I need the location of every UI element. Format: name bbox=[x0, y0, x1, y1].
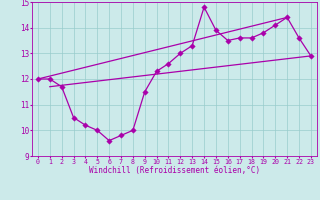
X-axis label: Windchill (Refroidissement éolien,°C): Windchill (Refroidissement éolien,°C) bbox=[89, 166, 260, 175]
